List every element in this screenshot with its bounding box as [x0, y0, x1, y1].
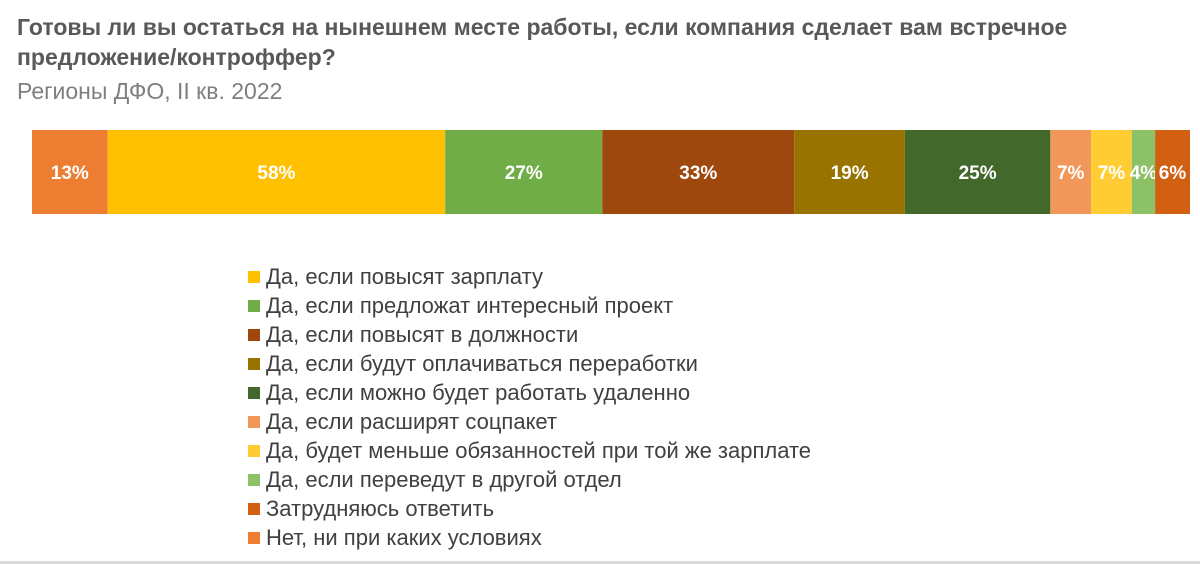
- legend-label: Да, будет меньше обязанностей при той же…: [266, 437, 812, 463]
- legend-label: Да, если переведут в другой отдел: [266, 466, 622, 492]
- bar-segment-4: [794, 130, 905, 214]
- legend-label: Да, если можно будет работать удаленно: [266, 379, 691, 405]
- bar-segment-label-2: 27%: [505, 163, 543, 184]
- bar-segment-label-9: 6%: [1159, 163, 1187, 184]
- legend-label: Затрудняюсь ответить: [266, 495, 495, 521]
- legend-swatch-icon: [248, 328, 260, 341]
- legend-label: Да, если предложат интересный проект: [266, 292, 674, 318]
- bar-segment-9: [1155, 130, 1190, 214]
- legend-item-4: Да, если можно будет работать удаленно: [248, 378, 811, 407]
- legend-swatch-icon: [248, 299, 260, 312]
- legend-swatch-icon: [248, 473, 260, 486]
- chart-title: Готовы ли вы остаться на нынешнем месте …: [17, 14, 1068, 70]
- legend-label: Да, если повысят зарплату: [266, 263, 543, 289]
- legend-item-0: Да, если повысят зарплату: [248, 262, 811, 291]
- legend-item-7: Да, если переведут в другой отдел: [248, 465, 811, 494]
- legend-item-1: Да, если предложат интересный проект: [248, 291, 811, 320]
- legend-item-2: Да, если повысят в должности: [248, 320, 811, 349]
- bar-segment-label-8: 4%: [1130, 163, 1158, 184]
- legend-swatch-icon: [248, 531, 260, 544]
- legend-swatch-icon: [248, 386, 260, 399]
- bar-segment-8: [1131, 130, 1156, 214]
- bar-segment-2: [445, 130, 603, 214]
- bar-segment-label-0: 13%: [51, 163, 89, 184]
- bar-segment-0: [32, 130, 108, 214]
- legend-label: Нет, ни при каких условиях: [266, 524, 542, 550]
- chart-legend: Да, если повысят зарплату Да, если предло…: [248, 262, 811, 552]
- bar-segment-1: [107, 130, 446, 214]
- chart-subtitle: Регионы ДФО, II кв. 2022: [17, 78, 283, 104]
- bar-segment-label-7: 7%: [1098, 163, 1126, 184]
- bottom-divider: [0, 561, 1200, 564]
- bar-segment-5: [904, 130, 1051, 214]
- legend-item-8: Затрудняюсь ответить: [248, 494, 811, 523]
- legend-swatch-icon: [248, 415, 260, 428]
- bar-segment-label-6: 7%: [1057, 163, 1085, 184]
- legend-label: Да, если повысят в должности: [266, 321, 579, 347]
- legend-item-3: Да, если будут оплачиваться переработки: [248, 349, 811, 378]
- bar-segment-3: [602, 130, 795, 214]
- bar-segment-7: [1091, 130, 1132, 214]
- legend-item-9: Нет, ни при каких условиях: [248, 523, 811, 552]
- legend-swatch-icon: [248, 357, 260, 370]
- legend-swatch-icon: [248, 444, 260, 457]
- bar-segment-label-1: 58%: [257, 163, 295, 184]
- bar-segment-label-4: 19%: [831, 163, 869, 184]
- bar-segment-label-5: 25%: [959, 163, 997, 184]
- legend-item-5: Да, если расширят соцпакет: [248, 407, 811, 436]
- legend-item-6: Да, будет меньше обязанностей при той же…: [248, 436, 811, 465]
- legend-swatch-icon: [248, 270, 260, 283]
- bar-segment-6: [1050, 130, 1092, 214]
- legend-label: Да, если будут оплачиваться переработки: [266, 350, 698, 376]
- legend-label: Да, если расширят соцпакет: [266, 408, 558, 434]
- bar-segment-label-3: 33%: [679, 163, 717, 184]
- legend-swatch-icon: [248, 502, 260, 515]
